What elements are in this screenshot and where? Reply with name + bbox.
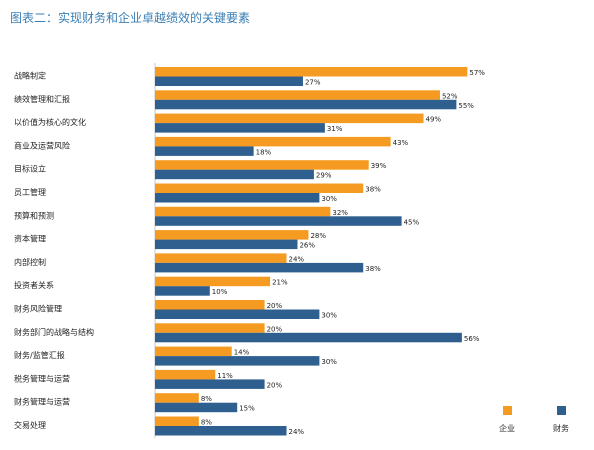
category-label: 商业及运营风险 [14,140,70,150]
finance-value-label: 29% [316,172,332,180]
finance-value-label: 10% [212,288,228,296]
enterprise-bar [155,230,309,240]
finance-value-label: 15% [239,405,255,413]
enterprise-bar [155,346,232,357]
category-label: 战略制定 [14,71,46,81]
legend-label-finance: 财务 [553,423,569,433]
finance-value-label: 45% [404,218,420,226]
enterprise-value-label: 52% [442,92,458,100]
finance-value-label: 31% [327,125,343,133]
category-label: 财务管理与运营 [14,397,70,407]
finance-bar [155,169,314,180]
finance-bar [155,193,320,203]
enterprise-bar [155,113,424,124]
enterprise-value-label: 38% [365,186,381,194]
finance-bar [155,309,320,319]
finance-bar [155,332,462,343]
legend-label-enterprise: 企业 [499,423,515,433]
category-label: 财务部门的战略与结构 [14,327,94,337]
enterprise-bar [155,206,331,217]
enterprise-bar [155,183,364,193]
category-label: 内部控制 [14,257,46,267]
enterprise-bar [155,253,287,263]
finance-value-label: 20% [267,381,283,389]
finance-bar [155,402,238,413]
enterprise-value-label: 21% [272,279,288,287]
enterprise-bar [155,300,265,310]
finance-bar [155,286,210,296]
enterprise-value-label: 57% [469,69,485,77]
legend-swatch-finance [557,406,566,415]
category-label: 税务管理与运营 [14,373,70,383]
enterprise-value-label: 39% [371,162,387,170]
category-label: 资本管理 [14,234,46,244]
enterprise-value-label: 20% [267,325,283,333]
finance-bar [155,379,265,389]
finance-bar [155,356,320,366]
finance-value-label: 24% [289,428,305,436]
finance-value-label: 30% [321,358,337,366]
enterprise-value-label: 32% [332,209,348,217]
enterprise-bar [155,67,468,77]
finance-value-label: 30% [321,312,337,320]
finance-bar [155,146,254,156]
category-label: 交易处理 [14,420,46,430]
enterprise-value-label: 24% [289,255,305,263]
finance-value-label: 38% [365,265,381,273]
category-label: 目标设立 [14,164,46,174]
finance-bar [155,426,287,436]
finance-bar [155,239,298,250]
finance-bar [155,216,402,226]
finance-value-label: 18% [256,148,272,156]
legend-swatch-enterprise [503,406,512,415]
finance-value-label: 30% [321,195,337,203]
category-label: 财务风险管理 [14,304,62,314]
enterprise-bar [155,416,199,426]
finance-value-label: 55% [458,102,474,110]
category-label: 预算和预测 [14,210,54,220]
enterprise-value-label: 20% [267,302,283,310]
finance-bar [155,123,325,133]
category-label: 以价值为核心的文化 [14,117,86,127]
enterprise-bar [155,136,391,147]
enterprise-bar [155,276,271,287]
category-label: 员工管理 [14,187,46,197]
finance-value-label: 27% [305,79,321,87]
enterprise-bar [155,160,369,170]
finance-value-label: 26% [299,242,315,250]
category-label: 财务/监管汇报 [14,350,65,360]
enterprise-value-label: 8% [201,419,212,427]
enterprise-value-label: 49% [426,116,442,124]
chart-title: 图表二：实现财务和企业卓越绩效的关键要素 [10,11,251,25]
enterprise-value-label: 28% [310,232,326,240]
finance-value-label: 56% [464,335,480,343]
finance-bar [155,99,457,110]
enterprise-bar [155,90,440,100]
enterprise-value-label: 43% [393,139,409,147]
finance-bar [155,262,364,273]
enterprise-value-label: 11% [217,372,233,380]
enterprise-bar [155,393,199,403]
enterprise-bar [155,323,265,333]
category-label: 绩效管理和汇报 [14,94,70,104]
enterprise-bar [155,369,216,380]
finance-bar [155,76,303,86]
enterprise-value-label: 14% [234,349,250,357]
category-label: 投资者关系 [14,280,54,290]
enterprise-value-label: 8% [201,395,212,403]
